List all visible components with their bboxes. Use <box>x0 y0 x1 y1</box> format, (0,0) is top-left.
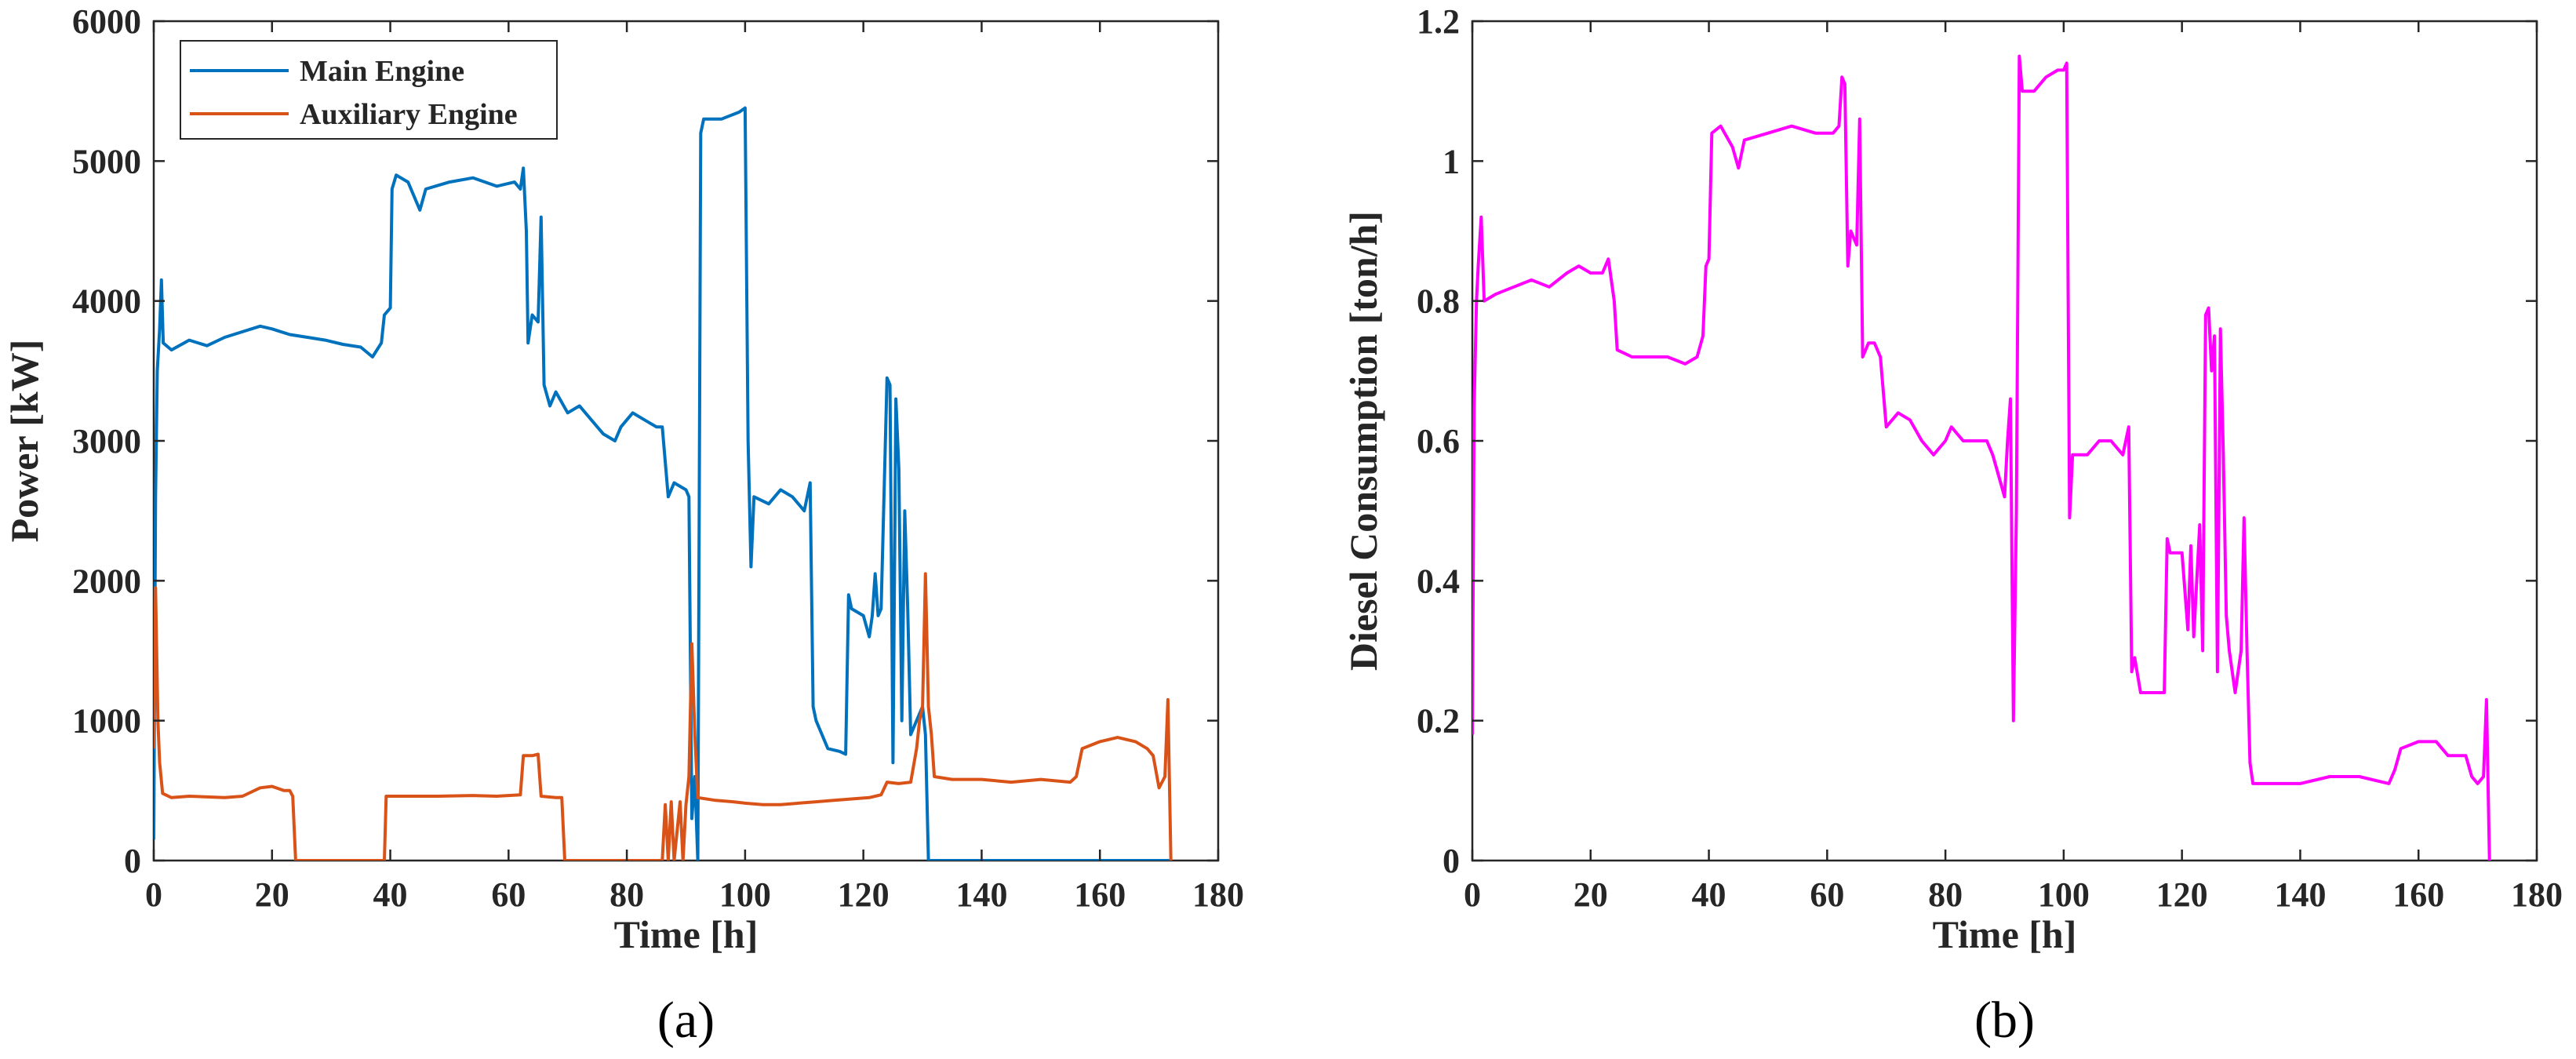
chart-power: 0 20 40 60 80 100 120 140 160 180 0 1000 2000 3000 400… <box>2 2 1244 1049</box>
x-tick-label: 80 <box>609 875 644 914</box>
x-tick-label: 80 <box>1928 875 1963 914</box>
legend-entry: Main Engine <box>300 55 464 88</box>
y-axis-label: Power [kW] <box>2 340 46 543</box>
chart-diesel-consumption: 0 20 40 60 80 100 120 140 160 180 0 0.2 0.4 0.6 0.8 1 1.… <box>1341 2 2563 1049</box>
x-tick-label: 120 <box>2156 875 2208 914</box>
x-tick-label: 20 <box>1574 875 1608 914</box>
legend-entry: Auxiliary Engine <box>300 98 518 131</box>
y-tick-label: 4000 <box>72 282 141 321</box>
y-tick-label: 1000 <box>72 702 141 741</box>
plot-area <box>1471 20 2538 862</box>
y-tick-label: 0 <box>1443 842 1460 880</box>
x-tick-label: 180 <box>1192 875 1244 914</box>
x-tick-label: 120 <box>838 875 890 914</box>
legend-box <box>180 40 558 140</box>
series-line-auxiliary-engine <box>154 572 1173 861</box>
x-axis-label: Time [h] <box>1933 912 2077 956</box>
panel-label: (a) <box>657 992 715 1049</box>
x-tick-label: 60 <box>491 875 526 914</box>
x-axis-label: Time [h] <box>614 912 759 956</box>
x-tick-label: 160 <box>2392 875 2444 914</box>
y-tick-label: 0 <box>124 842 141 880</box>
x-tick-label: 140 <box>955 875 1007 914</box>
x-tick-label: 100 <box>719 875 771 914</box>
x-tick-label: 0 <box>145 875 162 914</box>
y-tick-label: 1 <box>1443 142 1460 180</box>
series-line-0 <box>1472 54 2491 861</box>
x-tick-label: 0 <box>1464 875 1481 914</box>
x-tick-label: 40 <box>1692 875 1726 914</box>
y-tick-label: 1.2 <box>1417 2 1460 41</box>
x-tick-label: 20 <box>255 875 289 914</box>
legend: Main Engine Auxiliary Engine <box>180 40 558 140</box>
y-tick-label: 0.6 <box>1417 422 1460 460</box>
y-tick-label: 2000 <box>72 562 141 600</box>
x-tick-label: 60 <box>1810 875 1844 914</box>
x-tick-label: 140 <box>2274 875 2326 914</box>
x-tick-label: 100 <box>2038 875 2090 914</box>
x-tick-label: 160 <box>1074 875 1126 914</box>
panel-label: (b) <box>1974 992 2035 1049</box>
y-tick-label: 0.4 <box>1417 562 1460 600</box>
y-tick-label: 5000 <box>72 142 141 180</box>
x-tick-label: 180 <box>2511 875 2563 914</box>
y-tick-label: 3000 <box>72 422 141 460</box>
plot-area <box>152 20 1220 862</box>
x-tick-label: 40 <box>373 875 408 914</box>
y-tick-label: 0.2 <box>1417 702 1460 741</box>
y-tick-label: 6000 <box>72 2 141 41</box>
series-line-main-engine <box>154 106 1171 861</box>
y-axis-label: Diesel Consumption [ton/h] <box>1341 211 1385 671</box>
y-tick-label: 0.8 <box>1417 282 1460 321</box>
